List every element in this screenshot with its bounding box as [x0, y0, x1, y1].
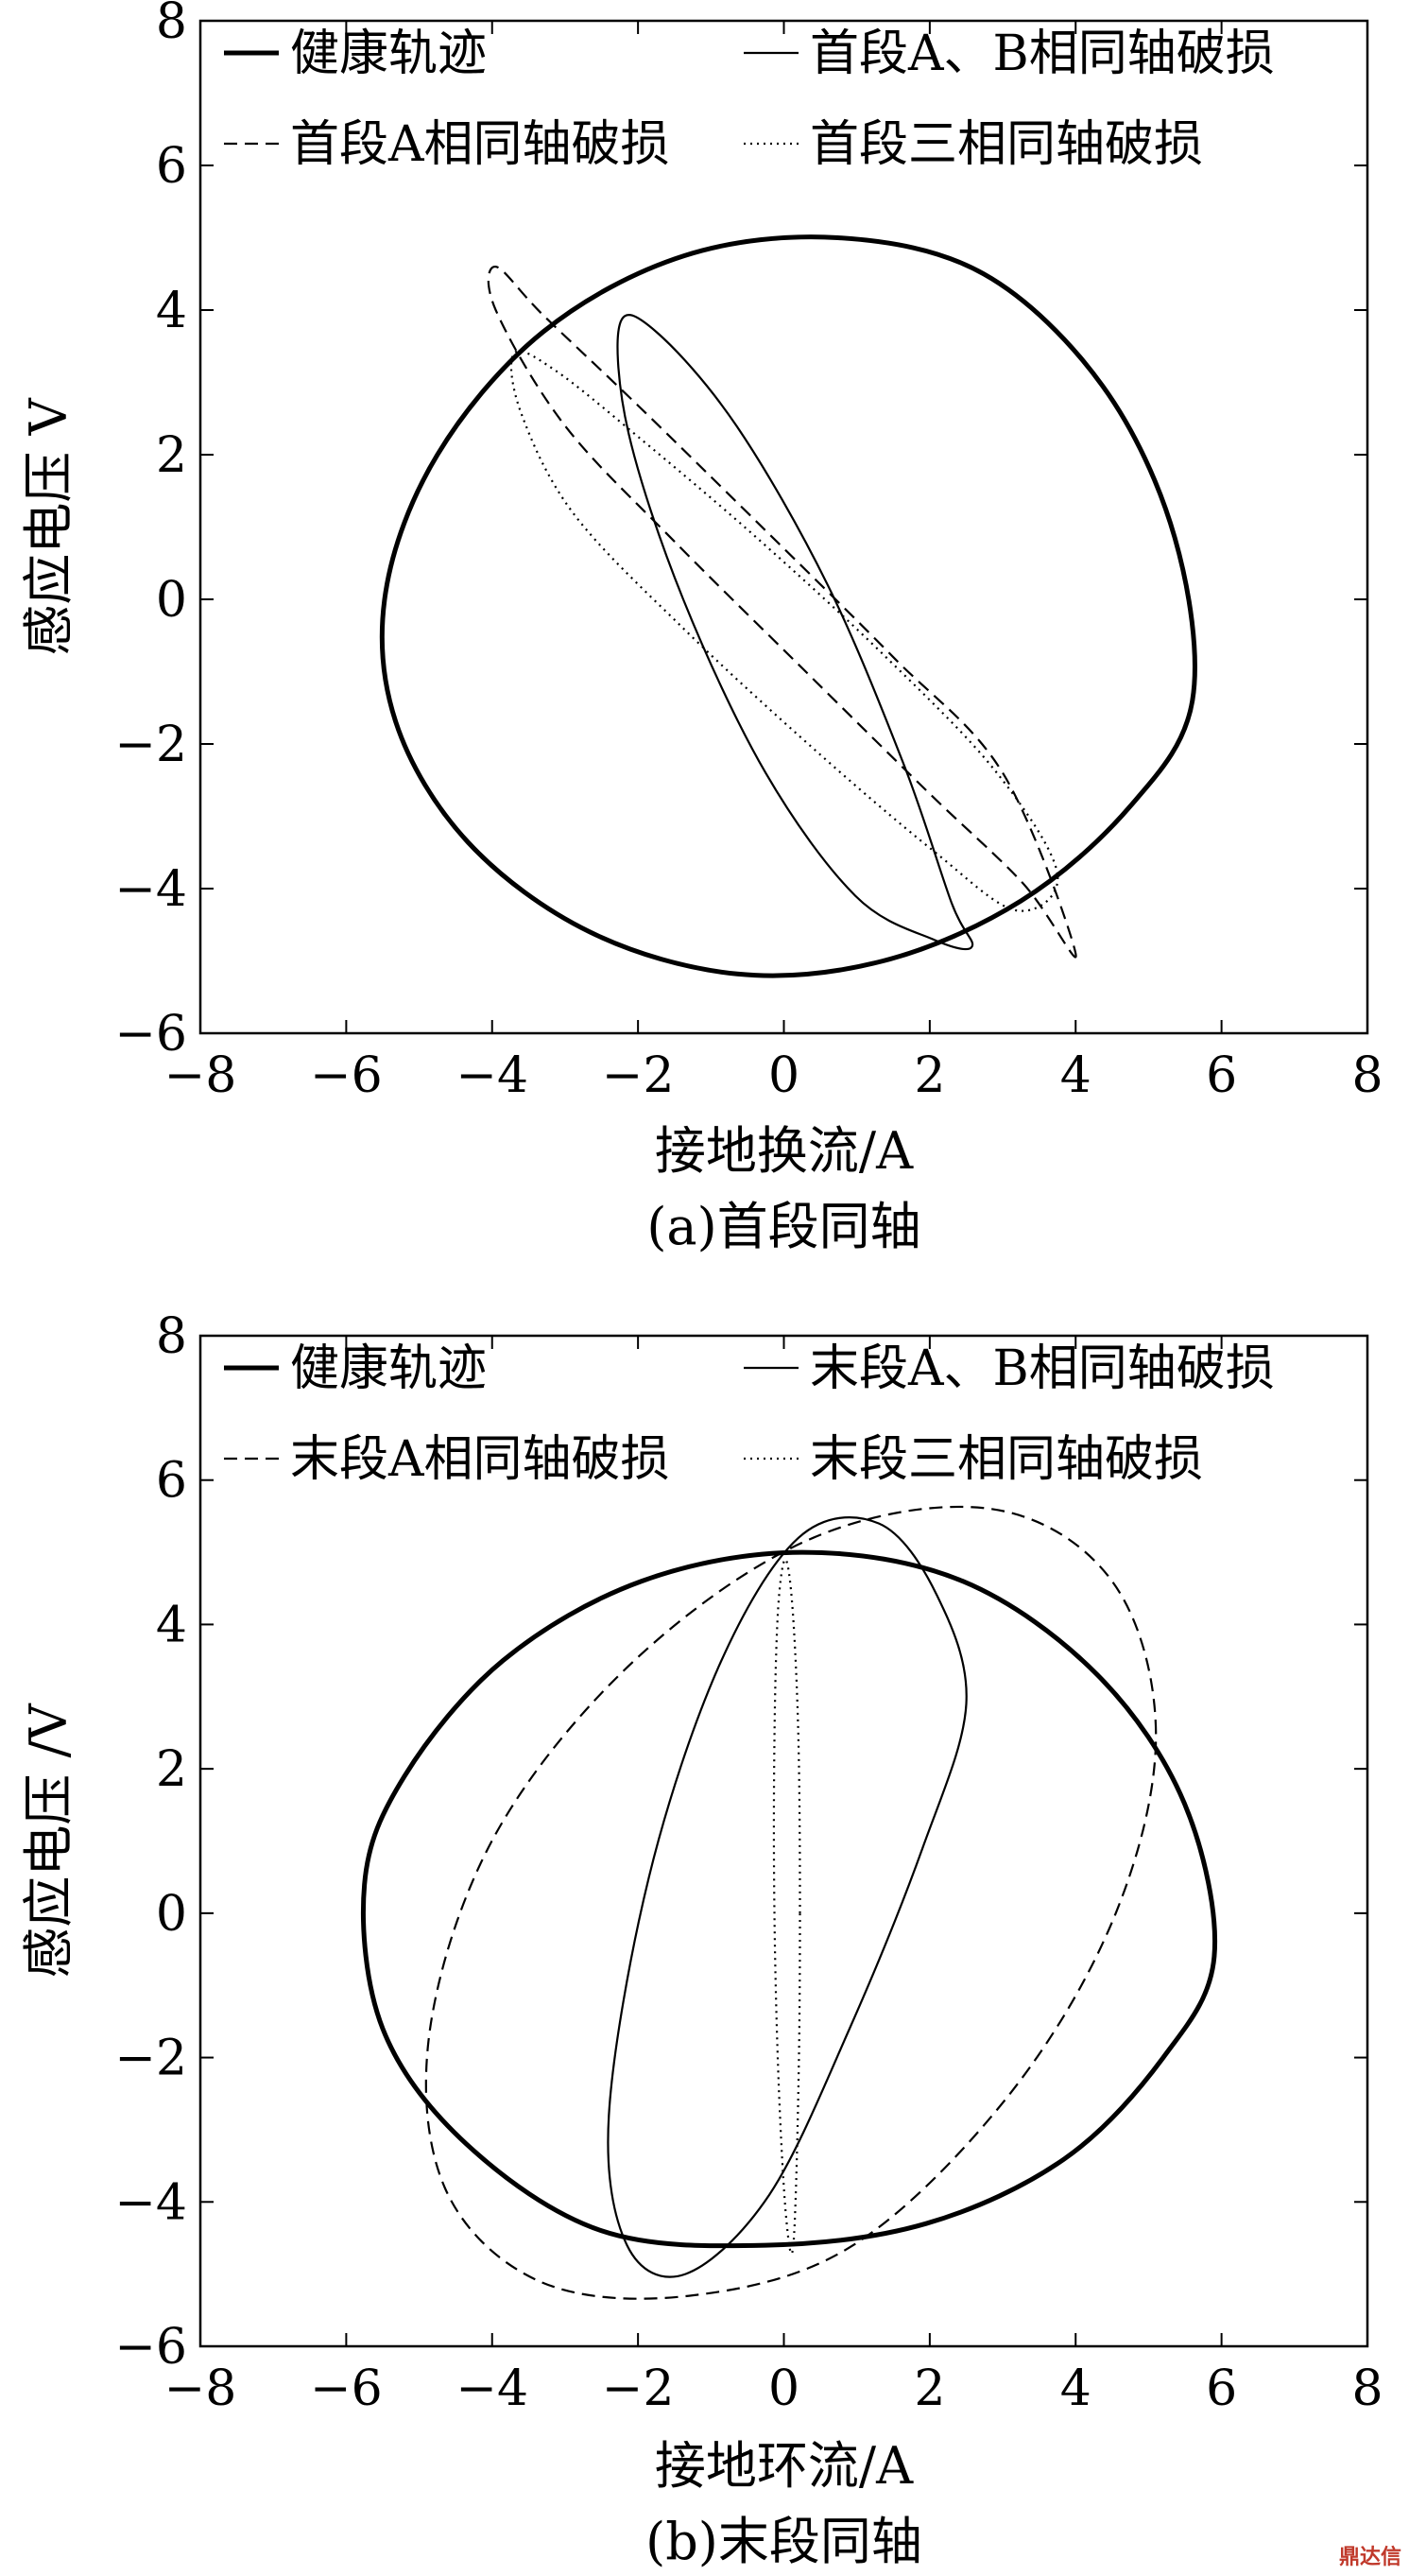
- x-tick-label: −2: [602, 2360, 675, 2417]
- x-tick-label: −6: [310, 2360, 383, 2417]
- x-tick-label: 4: [1060, 1047, 1091, 1104]
- series-line-thick-solid: [379, 234, 1197, 978]
- series-line-dashed: [424, 1505, 1158, 2300]
- y-tick-label: 4: [156, 283, 187, 339]
- x-tick-label: 8: [1351, 2360, 1383, 2417]
- y-tick-label: 0: [156, 572, 187, 629]
- y-tick-label: −6: [114, 1006, 187, 1063]
- x-tick-label: 0: [768, 2360, 799, 2417]
- series-line-dashed: [487, 266, 1077, 959]
- watermark-logo: 鼎达信: [1338, 2546, 1401, 2569]
- series-line-solid: [616, 314, 974, 951]
- legend-label: 末段A、B相同轴破损: [810, 1340, 1275, 1397]
- legend-label: 末段A相同轴破损: [290, 1431, 670, 1488]
- x-tick-label: 2: [914, 2360, 945, 2417]
- series-line-thick-solid: [360, 1549, 1217, 2249]
- x-tick-label: −8: [164, 2360, 237, 2417]
- y-tick-label: 8: [156, 1308, 187, 1365]
- y-tick-label: 2: [156, 1741, 187, 1798]
- y-tick-label: 8: [156, 0, 187, 50]
- legend-label: 健康轨迹: [290, 26, 487, 82]
- x-axis-label: 接地环流/A: [655, 2436, 914, 2496]
- y-tick-label: 6: [156, 138, 187, 195]
- legend-label: 首段三相同轴破损: [810, 116, 1203, 173]
- y-tick-label: −4: [114, 2174, 187, 2231]
- y-tick-label: 4: [156, 1597, 187, 1653]
- series-line-solid: [607, 1516, 968, 2278]
- y-tick-label: 0: [156, 1886, 187, 1943]
- x-tick-label: −4: [455, 1047, 528, 1104]
- y-axis-label: 感应电压 V: [19, 397, 78, 655]
- legend-label: 首段A相同轴破损: [290, 116, 670, 173]
- x-tick-label: 4: [1060, 2360, 1091, 2417]
- chart-caption: (b)末段同轴: [645, 2512, 922, 2571]
- legend-label: 健康轨迹: [290, 1340, 487, 1397]
- series-line-dotted: [509, 350, 1059, 912]
- legend-label: 首段A、B相同轴破损: [810, 26, 1275, 82]
- y-tick-label: −2: [114, 717, 187, 773]
- x-tick-label: 0: [768, 1047, 799, 1104]
- legend-label: 末段三相同轴破损: [810, 1431, 1203, 1488]
- chart-caption: (a)首段同轴: [646, 1197, 920, 1256]
- x-tick-label: −8: [164, 1047, 237, 1104]
- x-tick-label: 2: [914, 1047, 945, 1104]
- x-tick-label: −6: [310, 1047, 383, 1104]
- x-tick-label: 6: [1206, 2360, 1237, 2417]
- y-tick-label: −2: [114, 2031, 187, 2087]
- x-tick-label: 8: [1351, 1047, 1383, 1104]
- x-tick-label: −2: [602, 1047, 675, 1104]
- y-tick-label: −4: [114, 861, 187, 918]
- x-axis-label: 接地换流/A: [655, 1121, 914, 1181]
- x-tick-label: −4: [455, 2360, 528, 2417]
- y-tick-label: 2: [156, 427, 187, 484]
- y-tick-label: −6: [114, 2319, 187, 2376]
- x-tick-label: 6: [1206, 1047, 1237, 1104]
- y-axis-label: 感应电压 /V: [19, 1703, 78, 1978]
- y-tick-label: 6: [156, 1453, 187, 1510]
